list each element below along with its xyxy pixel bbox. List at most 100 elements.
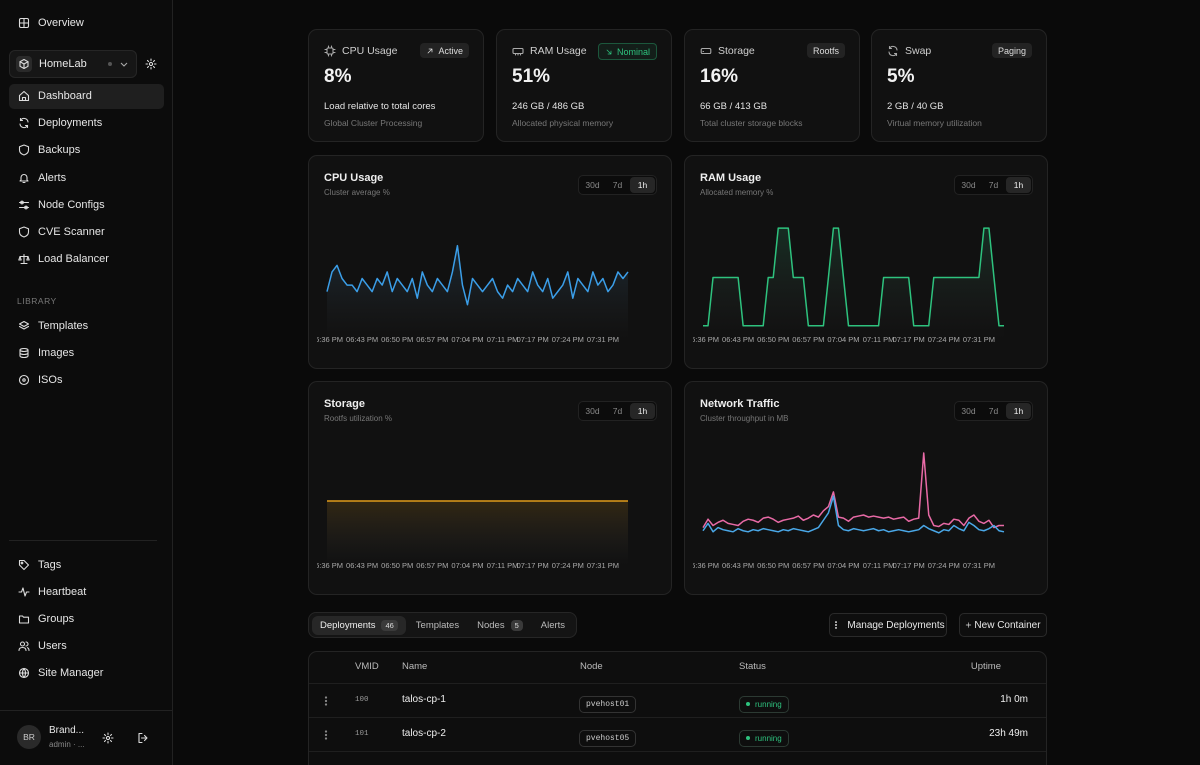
status-dot	[746, 702, 750, 706]
nav-item[interactable]: Groups	[9, 606, 164, 631]
range-button[interactable]: 1h	[630, 177, 655, 193]
row-menu[interactable]	[320, 694, 332, 712]
user-settings[interactable]	[102, 731, 114, 749]
chart-title: CPU Usage	[324, 172, 384, 184]
nav-label: Templates	[38, 319, 89, 332]
section-label: LIBRARY	[17, 296, 57, 306]
x-tick-label: 06:50 PM	[381, 561, 413, 570]
manage-button[interactable]: Manage Deployments	[829, 613, 947, 637]
icon	[19, 118, 29, 129]
stat-description: Global Cluster Processing	[324, 118, 423, 128]
workspace-name: HomeLab	[39, 58, 87, 70]
tab[interactable]: Nodes 5	[469, 616, 531, 635]
status-dot	[746, 736, 750, 740]
stat-badge-text: Active	[438, 45, 463, 56]
workspace-switcher[interactable]: HomeLab	[9, 50, 137, 78]
range-button[interactable]: 7d	[612, 406, 623, 416]
chart-card: CPU Usage Cluster average % 30d 7d 1h 06:36 P…	[308, 155, 672, 369]
x-tick-label: 07:24 PM	[552, 335, 584, 344]
x-tick-label: 07:31 PM	[963, 561, 995, 570]
icon	[888, 45, 898, 57]
nav-item[interactable]: Load Balancer	[9, 247, 164, 272]
nav-item[interactable]: Overview	[9, 11, 164, 36]
range-button[interactable]: 30d	[585, 406, 600, 416]
area	[327, 501, 628, 565]
uptime: 23h 49m	[989, 728, 1028, 739]
x-tick-label: 06:43 PM	[346, 561, 378, 570]
avatar: BR	[17, 725, 41, 749]
range-button[interactable]: 1h	[1006, 177, 1031, 193]
create-button[interactable]: New Container	[959, 613, 1047, 637]
range-button[interactable]: 7d	[612, 180, 623, 190]
nav-item[interactable]: Images	[9, 340, 164, 365]
divider	[0, 710, 172, 711]
nav-item[interactable]: Heartbeat	[9, 579, 164, 604]
range-button[interactable]: 30d	[961, 180, 976, 190]
nav-item[interactable]: Backups	[9, 138, 164, 163]
tab-count: 5	[510, 619, 523, 631]
icon	[19, 347, 29, 358]
nav-label: Tags	[38, 558, 62, 571]
tab-label: Alerts	[540, 619, 566, 631]
row-divider	[309, 751, 1046, 752]
node: pvehost01	[579, 693, 637, 713]
x-tick-label: 07:17 PM	[893, 561, 925, 570]
icon	[18, 200, 30, 210]
x-tick-label: 06:43 PM	[346, 335, 378, 344]
range-button[interactable]: 30d	[585, 180, 600, 190]
nav-label: Backups	[38, 144, 81, 157]
x-tick-label: 07:31 PM	[963, 335, 995, 344]
line	[702, 452, 1004, 529]
line	[703, 227, 1004, 327]
range-button[interactable]: 1h	[630, 403, 655, 419]
range-button[interactable]: 7d	[988, 406, 999, 416]
tab[interactable]: Templates	[408, 616, 467, 635]
chart-card: RAM Usage Allocated memory % 30d 7d 1h 06:36 …	[684, 155, 1048, 369]
x-tick-label: 07:31 PM	[587, 335, 619, 344]
icon	[966, 622, 972, 628]
range-button[interactable]: 1h	[1006, 403, 1031, 419]
column-header: Node	[580, 661, 603, 672]
nav-item[interactable]: Dashboard	[9, 83, 164, 109]
icon	[324, 45, 336, 57]
logout[interactable]	[137, 731, 149, 749]
stat-card: Storage Rootfs 16% 66 GB / 413 GB Total clus…	[684, 29, 860, 142]
row-menu[interactable]	[320, 728, 332, 746]
stat-value: 8%	[324, 66, 352, 87]
icon	[835, 621, 838, 629]
nav-item[interactable]: Site Manager	[9, 661, 164, 686]
nav-item[interactable]: Tags	[9, 552, 164, 577]
line	[326, 244, 629, 306]
icon	[324, 730, 328, 740]
stat-badge: Paging	[991, 43, 1032, 58]
range-button[interactable]: 30d	[961, 406, 976, 416]
nav-item[interactable]: CVE Scanner	[9, 220, 164, 245]
stat-card: RAM Usage Nominal 51% 246 GB / 486 GB Alloca…	[496, 29, 672, 142]
nav-item[interactable]: Users	[9, 634, 164, 659]
nav-item[interactable]: Node Configs	[9, 192, 164, 217]
column-header: Name	[402, 661, 428, 672]
button-label: Manage Deployments	[847, 619, 945, 631]
workspace-settings[interactable]	[145, 57, 157, 75]
tab[interactable]: Alerts	[533, 616, 573, 635]
nav-item[interactable]: Alerts	[9, 165, 164, 190]
area	[703, 228, 1004, 339]
node: pvehost05	[579, 727, 637, 747]
x-tick-label: 06:43 PM	[722, 335, 754, 344]
x-tick-label: 06:57 PM	[792, 561, 824, 570]
stat-description: Allocated physical memory	[512, 118, 614, 128]
range-button[interactable]: 7d	[988, 180, 999, 190]
nav-item[interactable]: Deployments	[9, 111, 164, 136]
nav-item[interactable]: ISOs	[9, 367, 164, 392]
tab-bar: Deployments 46 Templates Nodes 5 Alerts	[308, 612, 578, 638]
nav-item[interactable]: Templates	[9, 313, 164, 338]
tab[interactable]: Deployments 46	[312, 615, 406, 635]
chart-subtitle: Cluster average %	[324, 188, 390, 197]
stat-detail: 246 GB / 486 GB	[512, 101, 585, 112]
x-tick-label: 07:04 PM	[827, 561, 859, 570]
icon	[18, 559, 30, 570]
icon	[19, 173, 29, 183]
stat-badge: Nominal	[597, 43, 657, 60]
range-selector: 30d 7d 1h	[578, 401, 657, 421]
